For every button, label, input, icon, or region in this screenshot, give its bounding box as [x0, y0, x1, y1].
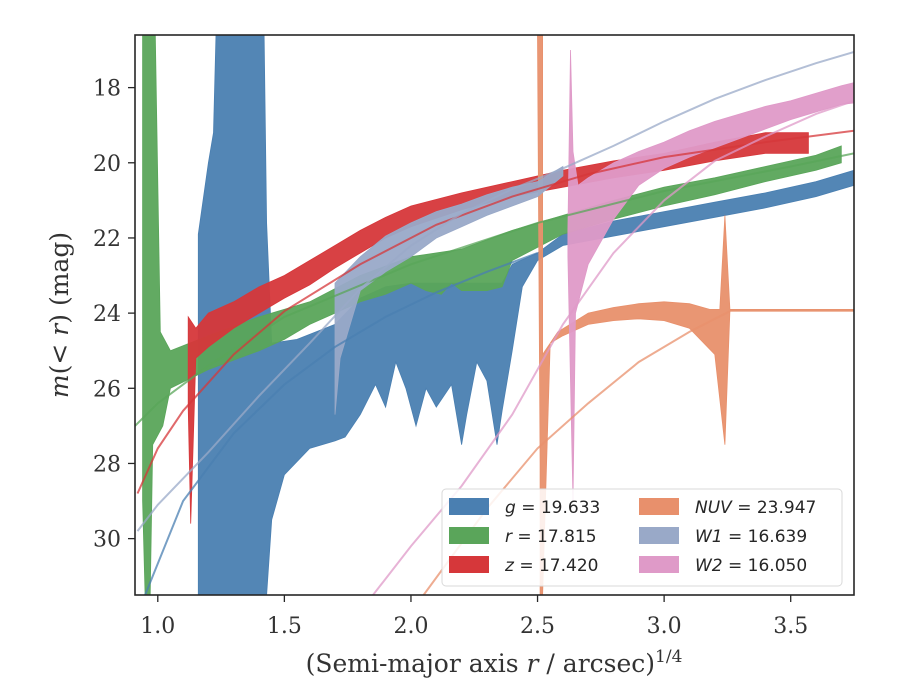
band-z: [187, 132, 809, 524]
x-tick-label: 2.0: [393, 614, 428, 639]
x-tick-label: 3.5: [773, 614, 808, 639]
x-tick-label: 3.0: [647, 614, 682, 639]
series-layer: [135, 35, 854, 595]
y-tick-label: 22: [93, 227, 121, 252]
profile-line-g: [144, 252, 538, 595]
plot-frame: [134, 34, 855, 596]
legend-swatch-r: [449, 527, 489, 544]
profile-line-w1: [136, 50, 854, 532]
legend-label-w1: W1 = 16.639: [695, 527, 807, 547]
x-tick-label: 1.5: [267, 614, 302, 639]
x-tick-label: 2.5: [520, 614, 555, 639]
legend-label-g: g = 19.633: [505, 498, 600, 518]
legend-swatch-w1: [639, 527, 679, 544]
legend-label-w2: W2 = 16.050: [695, 556, 807, 576]
x-tick-label: 1.0: [140, 614, 175, 639]
legend-swatch-w2: [639, 556, 679, 573]
y-tick-label: 26: [93, 377, 121, 402]
legend-label-z: z = 17.420: [504, 556, 598, 576]
profile-line-r: [135, 152, 854, 427]
y-tick-label: 28: [93, 452, 121, 477]
y-axis: 18 20 22 24 26 28 30: [93, 77, 135, 553]
legend-swatch-nuv: [639, 498, 679, 515]
y-tick-label: 20: [93, 152, 121, 177]
legend-swatch-g: [449, 498, 489, 515]
y-tick-label: 24: [93, 302, 121, 327]
x-axis: 1.0 1.5 2.0 2.5 3.0 3.5: [140, 595, 808, 639]
y-tick-label: 18: [93, 77, 121, 102]
profile-line-z: [136, 129, 854, 494]
band-nuv: [537, 35, 854, 595]
legend-label-nuv: NUV = 23.947: [695, 498, 816, 518]
legend: g = 19.633 r = 17.815 z = 17.420 NUV = 23.9…: [441, 488, 843, 587]
y-axis-title: m(< r) (mag): [45, 232, 74, 398]
x-axis-title: (Semi-major axis r / arcsec)1/4: [306, 647, 683, 678]
legend-label-r: r = 17.815: [505, 527, 597, 547]
legend-swatch-z: [449, 556, 489, 573]
y-tick-label: 30: [93, 528, 121, 553]
